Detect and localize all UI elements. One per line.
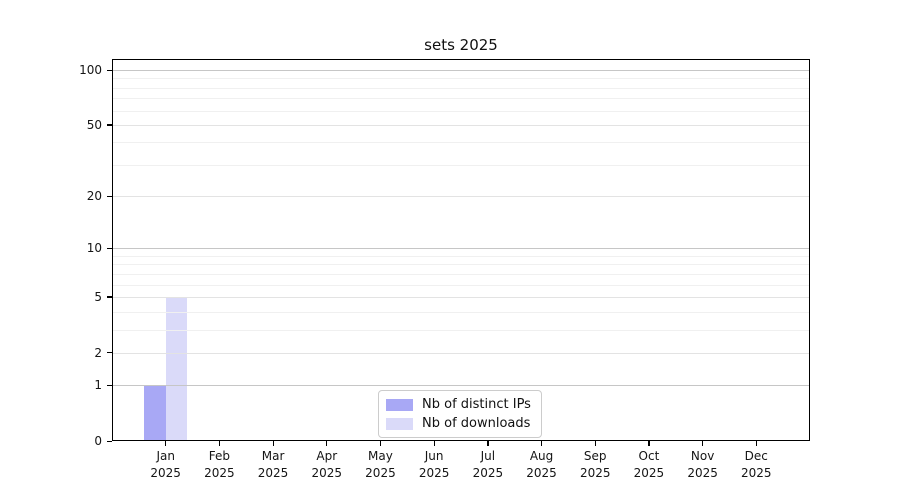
y-tick-label: 1 bbox=[94, 378, 102, 393]
x-tick-label: Sep 2025 bbox=[568, 448, 622, 482]
legend: Nb of distinct IPs Nb of downloads bbox=[378, 390, 542, 438]
x-tick-label: Feb 2025 bbox=[192, 448, 246, 482]
x-tick-mark bbox=[272, 441, 274, 446]
x-tick-mark bbox=[487, 441, 489, 446]
x-tick-month: Apr bbox=[316, 449, 338, 463]
bar-distinct-ips bbox=[144, 385, 166, 441]
y-minor-gridline bbox=[112, 264, 810, 266]
legend-label-downloads: Nb of downloads bbox=[422, 416, 531, 431]
legend-row-downloads: Nb of downloads bbox=[386, 416, 531, 431]
x-tick-month: Jul bbox=[480, 449, 496, 463]
x-tick-year: 2025 bbox=[633, 466, 665, 480]
x-tick-month: Mar bbox=[261, 449, 285, 463]
x-tick-label: Jan 2025 bbox=[139, 448, 193, 482]
x-tick-month: Jun bbox=[424, 449, 444, 463]
y-minor-gridline bbox=[112, 255, 810, 257]
y-tick-label: 5 bbox=[94, 289, 102, 304]
y-tick-label: 100 bbox=[79, 63, 102, 77]
x-tick-mark bbox=[326, 441, 328, 446]
y-major-gridline bbox=[112, 385, 810, 387]
y-minor-gridline bbox=[112, 311, 810, 313]
y-minor-gridline bbox=[112, 98, 810, 100]
x-tick-year: 2025 bbox=[472, 466, 504, 480]
y-tick-mark bbox=[107, 195, 112, 197]
x-tick-month: Sep bbox=[583, 449, 607, 463]
x-tick-month: Oct bbox=[638, 449, 660, 463]
x-tick-year: 2025 bbox=[150, 466, 181, 480]
y-tick-mark bbox=[107, 247, 112, 249]
y-minor-gridline bbox=[112, 142, 810, 144]
x-tick-label: Nov 2025 bbox=[676, 448, 730, 482]
x-tick-mark bbox=[702, 441, 704, 446]
legend-label-distinct-ips: Nb of distinct IPs bbox=[422, 397, 531, 412]
x-tick-year: 2025 bbox=[687, 466, 718, 480]
x-tick-mark bbox=[594, 441, 596, 446]
y-major-gridline bbox=[112, 196, 810, 198]
x-tick-month: Feb bbox=[208, 449, 230, 463]
x-tick-label: Mar 2025 bbox=[246, 448, 300, 482]
y-minor-gridline bbox=[112, 273, 810, 275]
y-major-gridline bbox=[112, 296, 810, 298]
x-tick-year: 2025 bbox=[311, 466, 343, 480]
x-tick-year: 2025 bbox=[526, 466, 557, 480]
y-minor-gridline bbox=[112, 284, 810, 286]
legend-row-distinct-ips: Nb of distinct IPs bbox=[386, 397, 531, 412]
y-minor-gridline bbox=[112, 329, 810, 331]
plot-frame bbox=[112, 59, 810, 441]
x-tick-mark bbox=[379, 441, 382, 446]
chart-title: sets 2025 bbox=[424, 36, 498, 54]
y-major-gridline bbox=[112, 352, 810, 354]
x-tick-label: Oct 2025 bbox=[622, 448, 676, 482]
x-tick-mark bbox=[755, 441, 757, 446]
x-tick-label: Aug 2025 bbox=[515, 448, 569, 482]
x-tick-year: 2025 bbox=[365, 466, 396, 480]
x-tick-year: 2025 bbox=[741, 466, 772, 480]
y-tick-label: 10 bbox=[86, 241, 102, 256]
legend-swatch-distinct-ips bbox=[386, 398, 413, 411]
y-tick-mark bbox=[107, 296, 112, 298]
x-tick-label: May 2025 bbox=[353, 448, 407, 482]
x-tick-label: Dec 2025 bbox=[729, 448, 783, 482]
y-minor-gridline bbox=[112, 110, 810, 112]
y-tick-label: 20 bbox=[86, 189, 102, 204]
y-tick-mark bbox=[107, 440, 112, 442]
x-tick-mark bbox=[648, 441, 650, 446]
x-tick-month: Jan bbox=[156, 449, 175, 463]
bar-downloads bbox=[165, 296, 188, 441]
y-major-gridline bbox=[112, 70, 810, 71]
y-minor-gridline bbox=[112, 164, 810, 166]
x-tick-label: Jun 2025 bbox=[407, 448, 461, 482]
y-tick-label: 0 bbox=[94, 434, 102, 448]
y-tick-mark bbox=[107, 124, 112, 126]
x-tick-month: Aug bbox=[529, 449, 554, 463]
x-tick-mark bbox=[218, 441, 221, 446]
y-tick-mark bbox=[107, 69, 112, 71]
y-major-gridline bbox=[112, 248, 810, 250]
y-tick-label: 2 bbox=[94, 345, 102, 360]
y-tick-label: 50 bbox=[86, 117, 102, 132]
x-tick-mark bbox=[433, 441, 435, 446]
x-tick-month: Nov bbox=[690, 449, 715, 463]
x-tick-label: Apr 2025 bbox=[300, 448, 354, 482]
x-tick-month: Dec bbox=[744, 449, 768, 463]
x-tick-label: Jul 2025 bbox=[461, 448, 515, 482]
x-tick-year: 2025 bbox=[579, 466, 611, 480]
y-minor-gridline bbox=[112, 78, 810, 80]
x-tick-year: 2025 bbox=[418, 466, 450, 480]
x-tick-mark bbox=[541, 441, 543, 446]
y-tick-mark bbox=[107, 384, 112, 386]
y-minor-gridline bbox=[112, 87, 810, 89]
legend-swatch-downloads bbox=[386, 417, 413, 430]
x-tick-mark bbox=[165, 441, 167, 446]
x-tick-year: 2025 bbox=[257, 466, 289, 480]
x-tick-year: 2025 bbox=[204, 466, 235, 480]
y-tick-mark bbox=[107, 352, 112, 354]
x-tick-month: May bbox=[368, 449, 393, 463]
y-major-gridline bbox=[112, 124, 810, 126]
